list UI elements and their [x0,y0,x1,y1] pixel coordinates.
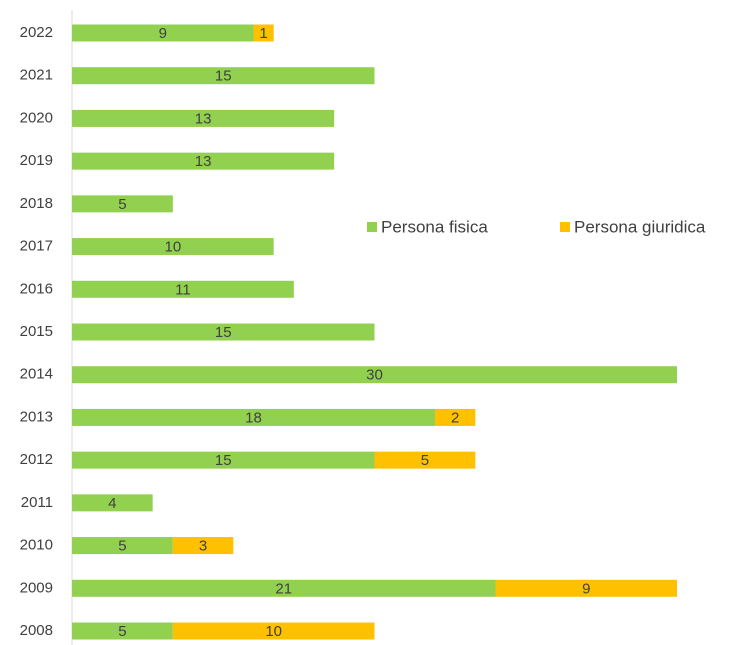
bar-segment [72,152,335,170]
data-label: 13 [195,153,212,170]
data-label: 5 [118,538,126,555]
data-label: 21 [275,580,292,597]
y-tick-label: 2010 [20,537,53,554]
data-label: 11 [175,281,191,298]
legend-swatch [367,222,377,232]
legend-swatch [560,222,570,232]
bar-segment [253,24,274,42]
data-label: 15 [215,68,232,85]
data-label: 9 [159,25,167,42]
legend-label: Persona giuridica [574,217,706,236]
y-tick-label: 2016 [20,280,53,297]
data-label: 5 [421,452,429,469]
data-label: 13 [195,110,212,127]
bar-segment [374,451,476,469]
y-tick-label: 2013 [20,408,53,425]
bar-segment [172,537,234,555]
data-label: 9 [582,580,590,597]
data-label: 5 [118,623,126,640]
data-label: 5 [118,196,126,213]
bar-segment [72,238,274,256]
bar-segment [72,366,677,384]
y-tick-label: 2015 [20,323,53,340]
y-tick-label: 2014 [20,366,53,383]
bar-segment [72,408,435,426]
bar-segment [435,408,476,426]
bar-segment [72,537,173,555]
data-label: 10 [164,239,181,256]
y-tick-label: 2011 [21,494,53,511]
data-label: 4 [108,495,116,512]
bar-segment [72,323,375,341]
bar-segment [72,24,254,42]
data-label: 1 [259,25,267,42]
bar-segment [72,451,375,469]
y-tick-label: 2012 [20,451,53,468]
data-label: 10 [265,623,282,640]
data-label: 15 [215,324,232,341]
y-tick-label: 2022 [20,24,53,41]
bar-segment [172,622,375,640]
bar-segment [72,622,173,640]
y-tick-label: 2021 [20,67,53,84]
bar-segment [72,494,153,512]
bar-segment [72,280,294,298]
y-tick-label: 2009 [20,579,53,596]
data-label: 18 [245,409,262,426]
data-label: 30 [366,367,383,384]
bar-segment [72,67,375,85]
bar-segment [495,579,677,597]
data-label: 15 [215,452,232,469]
y-tick-label: 2008 [20,622,53,639]
bar-segment [72,579,496,597]
data-label: 2 [451,409,459,426]
y-tick-label: 2018 [20,195,53,212]
bar-segment [72,109,335,127]
data-label: 3 [199,538,207,555]
legend-label: Persona fisica [381,217,488,236]
y-tick-label: 2019 [20,152,53,169]
bar-segment [72,195,173,213]
y-tick-label: 2017 [20,238,53,255]
y-tick-label: 2020 [20,109,53,126]
